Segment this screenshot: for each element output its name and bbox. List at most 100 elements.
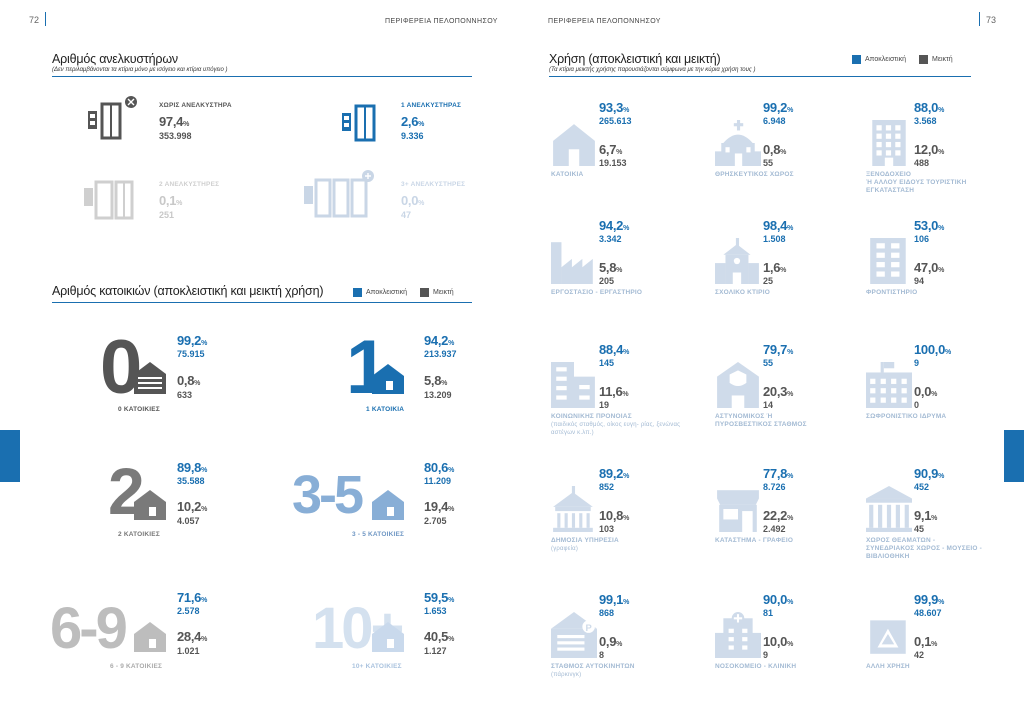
elevator-1-label: 1 ΑΝΕΛΚΥΣΤΗΡΑΣ <box>401 102 462 109</box>
elevator-3-count: 47 <box>401 210 412 220</box>
usage-label: ΣΧΟΛΙΚΟ ΚΤΙΡΙΟ <box>715 289 860 297</box>
elevator-2-count: 251 <box>159 210 175 220</box>
usage-ex-count: 6.948 <box>763 116 786 126</box>
usage-mx-pct: 6,7% <box>599 142 622 157</box>
hospital-icon <box>715 612 761 658</box>
dwelling-4-mx-count: 1.021 <box>177 646 200 656</box>
usage-label: ΞΕΝΟΔΟΧΕΙΟ Ή ΑΛΛΟΥ ΕΙΔΟΥΣ ΤΟΥΡΙΣΤΙΚΗ ΕΓΚΑ… <box>866 171 1011 195</box>
right-page-number: 73 <box>986 15 997 25</box>
usage-mx-pct: 10,0% <box>763 634 793 649</box>
tutoring-icon <box>870 238 906 284</box>
dwelling-2-house-icon <box>134 490 166 520</box>
usage-mx-pct-value: 10,0 <box>763 634 788 649</box>
dwelling-3-label: 3 - 5 ΚΑΤΟΙΚΙΕΣ <box>352 531 405 538</box>
dwelling-5-ex-count: 1.653 <box>424 606 447 616</box>
usage-ex-pct-value: 77,8 <box>763 466 788 481</box>
usage-mx-pct-value: 6,7 <box>599 142 617 157</box>
usage-ex-pct: 90,0% <box>763 592 793 607</box>
dwelling-2-ex-pct: 89,8% <box>177 460 208 475</box>
dwelling-0-house-icon <box>134 362 166 394</box>
usage-ex-count: 265.613 <box>599 116 632 126</box>
shop-icon <box>717 490 759 532</box>
elevator-0-label: ΧΩΡΙΣ ΑΝΕΛΚΥΣΤΗΡΑ <box>159 102 232 109</box>
usage-ex-count: 9 <box>914 358 920 368</box>
usage-label: ΚΟΙΝΩΝΙΚΗΣ ΠΡΟΝΟΙΑΣ (παιδικός σταθμός, οί… <box>551 413 696 437</box>
usage-label: ΧΩΡΟΣ ΘΕΑΜΑΤΩΝ - ΣΥΝΕΔΡΙΑΚΟΣ ΧΩΡΟΣ - ΜΟΥΣ… <box>866 537 1011 561</box>
dwelling-0-label: 0 ΚΑΤΟΙΚΙΕΣ <box>118 406 160 413</box>
usage-label: ΦΡΟΝΤΙΣΤΗΡΙΟ <box>866 289 1011 297</box>
usage-pct-unit: % <box>938 149 945 156</box>
usage-label-line: ΚΑΤΟΙΚΙΑ <box>551 171 584 178</box>
usage-mx-count: 19.153 <box>599 158 627 168</box>
dwelling-1-house-icon <box>372 364 404 394</box>
legend-mixed-label: Μεικτή <box>433 289 454 296</box>
legend-mixed-swatch <box>420 288 429 297</box>
usage-legend-exclusive-swatch <box>852 55 861 64</box>
usage-label-line: ΞΕΝΟΔΟΧΕΙΟ <box>866 171 912 178</box>
usage-ex-pct-value: 79,7 <box>763 342 788 357</box>
usage-label: ΝΟΣΟΚΟΜΕΙΟ - ΚΛΙΝΙΚΗ <box>715 663 860 671</box>
usage-label: ΔΗΜΟΣΙΑ ΥΠΗΡΕΣΙΑ (γραφεία) <box>551 537 696 553</box>
usage-ex-pct: 99,2% <box>763 100 793 115</box>
usage-ex-count: 452 <box>914 482 930 492</box>
usage-pct-unit: % <box>787 515 794 522</box>
usage-ex-count: 1.508 <box>763 234 786 244</box>
usage-mx-count: 42 <box>914 650 925 660</box>
usage-mx-count: 45 <box>914 524 925 534</box>
usage-pct-unit: % <box>945 349 951 356</box>
usage-ex-pct: 88,4% <box>599 342 629 357</box>
usage-mx-count: 94 <box>914 276 925 286</box>
usage-pct-unit: % <box>623 515 630 522</box>
usage-ex-pct: 99,1% <box>599 592 629 607</box>
usage-mx-pct: 1,6% <box>763 260 786 275</box>
usage-ex-pct-value: 90,0 <box>763 592 788 607</box>
usage-ex-pct: 79,7% <box>763 342 793 357</box>
museum-icon <box>866 486 912 532</box>
dwelling-3-ex-pct: 80,6% <box>424 460 455 475</box>
usage-item: 88,0% 3.568 12,0% 488 ΞΕΝΟΔΟΧΕΙΟ Ή ΑΛΛΟΥ ΕΙΔΟ… <box>864 100 1014 220</box>
usage-mx-pct-value: 10,8 <box>599 508 624 523</box>
factory-icon <box>551 242 593 284</box>
usage-ex-pct-value: 99,9 <box>914 592 939 607</box>
usage-ex-count: 868 <box>599 608 615 618</box>
dwelling-5-label: 10+ ΚΑΤΟΙΚΙΕΣ <box>352 663 402 670</box>
usage-pct-unit: % <box>622 391 629 398</box>
dwelling-2-label: 2 ΚΑΤΟΙΚΙΕΣ <box>118 531 160 538</box>
usage-legend-exclusive-label: Αποκλειστική <box>865 56 907 63</box>
left-header-rule <box>45 12 46 26</box>
dwelling-1-mx-count: 13.209 <box>424 390 452 400</box>
dwelling-1-mx-pct: 5,8% <box>424 373 448 388</box>
usage-ex-pct: 100,0% <box>914 342 951 357</box>
usage-item: 79,7% 55 20,3% 14 ΑΣΤΥΝΟΜΙΚΟΣ Ή ΠΥΡΟΣΒΕΣΤΙΚΟΣ… <box>713 342 863 462</box>
usage-mx-pct: 0,1% <box>914 634 937 649</box>
prison-icon <box>866 362 912 408</box>
usage-pct-unit: % <box>931 641 938 648</box>
usage-item: P 99,1% 868 0,9% 8 ΣΤΑΘΜΟΣ ΑΥΤΟΚΙΝΗΤΩΝ (πάρκιν… <box>549 592 699 712</box>
usage-ex-pct: 94,2% <box>599 218 629 233</box>
usage-ex-pct: 77,8% <box>763 466 793 481</box>
usage-label-line: ΣΤΑΘΜΟΣ ΑΥΤΟΚΙΝΗΤΩΝ <box>551 663 635 670</box>
usage-ex-pct: 89,2% <box>599 466 629 481</box>
right-header-rule <box>979 12 980 26</box>
parking-icon: P <box>551 612 597 658</box>
dwellings-rule <box>52 302 472 303</box>
church-icon <box>715 120 761 166</box>
usage-mx-pct: 0,8% <box>763 142 786 157</box>
usage-label-line: ΣΥΝΕΔΡΙΑΚΟΣ ΧΩΡΟΣ - ΜΟΥΣΕΙΟ - ΒΙΒΛΙΟΘΗΚΗ <box>866 545 983 560</box>
dwelling-0-ex-pct: 99,2% <box>177 333 208 348</box>
elevator-0-pct: 97,4% <box>159 114 190 129</box>
three-plus-elevators-icon <box>304 170 374 218</box>
dwelling-5-ex-pct: 59,5% <box>424 590 455 605</box>
usage-mx-pct-value: 0,1 <box>914 634 932 649</box>
usage-mx-pct-value: 9,1 <box>914 508 932 523</box>
usage-mx-count: 25 <box>763 276 774 286</box>
usage-ex-count: 852 <box>599 482 615 492</box>
usage-label: ΑΣΤΥΝΟΜΙΚΟΣ Ή ΠΥΡΟΣΒΕΣΤΙΚΟΣ ΣΤΑΘΜΟΣ <box>715 413 860 429</box>
dwelling-2-mx-count: 4.057 <box>177 516 200 526</box>
dwelling-3-number: 3-5 <box>292 465 364 525</box>
dwelling-4-label: 6 - 9 ΚΑΤΟΙΚΙΕΣ <box>110 663 163 670</box>
dwelling-3-mx-count: 2.705 <box>424 516 447 526</box>
usage-legend-mixed-label: Μεικτή <box>932 56 953 63</box>
usage-pct-unit: % <box>938 107 945 114</box>
usage-label: ΘΡΗΣΚΕΥΤΙΚΟΣ ΧΩΡΟΣ <box>715 171 860 179</box>
